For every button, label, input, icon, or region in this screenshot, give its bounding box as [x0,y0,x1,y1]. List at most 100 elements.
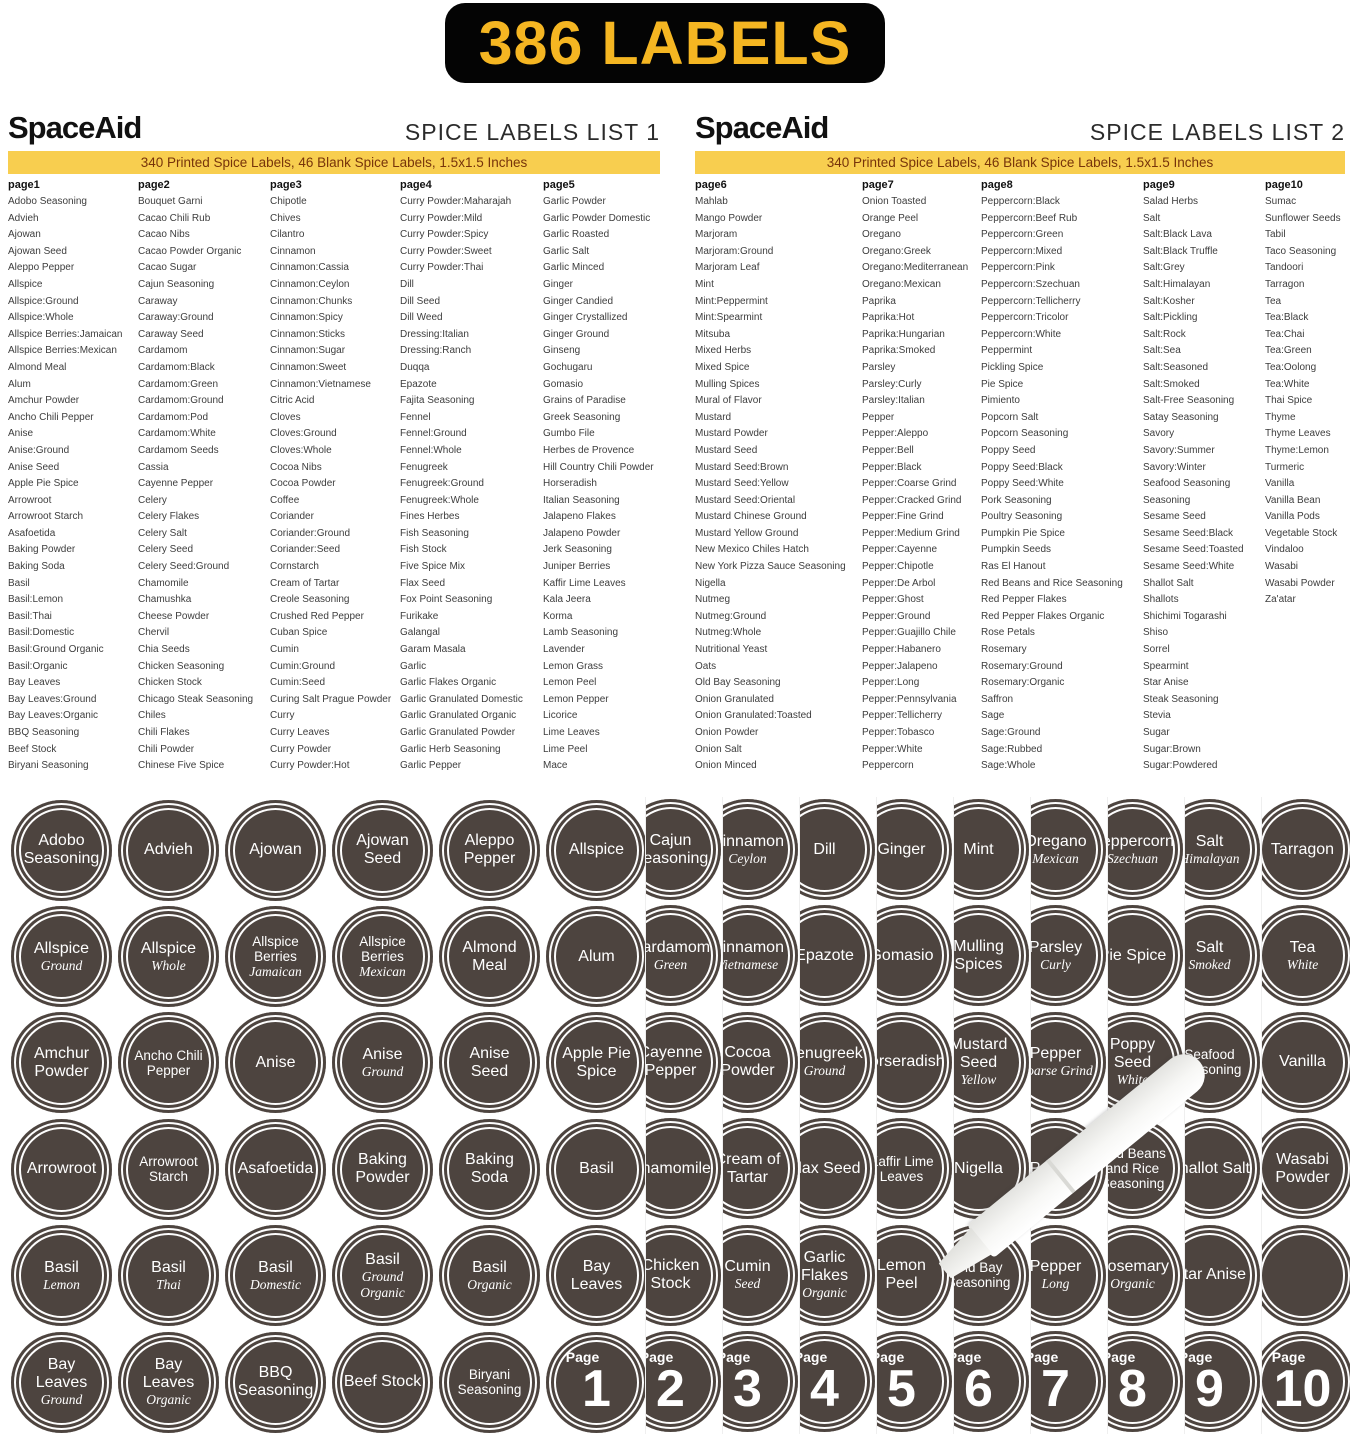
spice-list-item: Curry Powder [270,743,332,755]
spice-list-item: Popcorn Salt [981,411,1039,423]
spice-list-item: Celery [138,494,167,506]
label-name: Salt [1195,832,1224,850]
spice-column-page6: page6 Mahlab Mango Powder Marjoram Marjoram:… [695,178,862,775]
spice-list-item: Allspice Berries:Mexican [8,345,117,357]
spice-list-item: Oregano [862,229,901,241]
spice-list-item: Gumbo File [543,428,595,440]
spice-list-item: Old Bay Seasoning [695,677,781,689]
spice-list-item: Tea:Green [1265,345,1312,357]
spice-list-item: Red Pepper Flakes [981,594,1067,606]
column-header: page1 [8,179,40,191]
spice-column-page1: page1 Adobo Seasoning Advieh Ajowan Ajowan S… [8,178,138,775]
spice-list-item: Mint [695,278,714,290]
spice-list-item: Marjoram:Ground [695,245,774,257]
label-name: Gomasio [877,946,934,964]
spice-label-sticker: Ginger [877,799,952,900]
spice-list-item: Vindaloo [1265,544,1304,556]
spice-list-item: Chinese Five Spice [138,760,225,772]
spice-list-item: Basil:Ground Organic [8,644,104,656]
spice-list-item: Nutmeg:Whole [695,627,762,639]
spice-list-item: Peppercorn:White [981,328,1062,340]
spice-label-sticker: Cumin Seed [723,1224,798,1326]
spice-list-item: Anise [8,428,34,440]
spice-list-item: Fajita Seasoning [400,395,475,407]
page-number: 1 [582,1360,611,1419]
spice-label-sticker: Arrowroot [11,1118,112,1220]
spice-list-item: Vanilla Pods [1265,511,1320,523]
spice-list-item: Chicken Seasoning [138,660,225,672]
label-subtitle: White [1286,956,1319,972]
spice-label-sticker: PepperCoarse Grind [1031,1011,1106,1113]
spice-list-item: Curry [270,710,295,722]
spice-list-item: Salt:Seasoned [1143,361,1209,373]
spice-list-item: Chia Seeds [138,644,190,656]
spice-label-sticker: Aleppo Pepper [439,799,540,901]
spice-list-item: Peppercorn:Szechuan [981,278,1080,290]
label-name: Mulling Spices [953,937,1004,973]
spice-list-item: Cacao Powder Organic [138,245,242,257]
spice-list-item: Cinnamon:Sweet [270,361,347,373]
column-header: page3 [270,179,302,191]
spice-list-item: Cacao Nibs [138,229,190,241]
spice-list-item: Ras El Hanout [981,561,1046,573]
spice-list-item: Furikake [400,610,439,622]
page-number: 7 [1041,1359,1070,1418]
spice-list-item: Galangal [400,627,441,639]
label-name: Chicken Stock [645,1257,700,1293]
spice-label-sticker: Basil Lemon [11,1225,112,1327]
spice-list-item: Garlic Granulated Organic [400,710,517,722]
spice-list-item: Coriander:Seed [270,544,341,556]
label-subtitle: Organic [802,1285,847,1301]
label-subtitle: Szechuan [1107,850,1158,866]
spice-list-item: Mango Powder [695,212,763,224]
label-name: Basil [258,1258,293,1276]
spice-column-page4: page4 Curry Powder:Maharajah Curry Powder:… [400,178,543,775]
label-subtitle: Mexican [1032,850,1079,866]
spice-list-item: Allspice:Ground [8,295,79,307]
spice-list-item: Pepper:Cayenne [862,544,938,556]
spice-list-item: Apple Pie Spice [8,478,79,490]
spice-list-item: Thai Spice [1265,395,1313,407]
spice-list-item: Pepper:Coarse Grind [862,478,957,490]
spice-column-page3: page3 Chipotle Chives Cilantro Cinnamon Cinna… [270,178,400,775]
spice-list-item: Mint:Spearmint [695,312,763,324]
spice-label-sticker: Cream of Tartar [723,1118,798,1220]
spice-label-sticker: Ajowan Seed [332,799,433,901]
spice-label-sticker: PeppercornSzechuan [1107,799,1183,900]
spice-label-sticker: Dill [800,799,875,900]
spice-list-item: Mixed Spice [695,361,750,373]
spice-list-item: Mural of Flavor [695,395,762,407]
spice-list-item: Aleppo Pepper [8,262,75,274]
spice-list-item: Poultry Seasoning [981,511,1063,523]
spice-list-item: Flax Seed [400,577,446,589]
spice-list-item: Cinnamon:Cassia [270,262,349,274]
spice-list-item: Orange Peel [862,212,919,224]
spice-label-sticker: RosemaryOrganic [1107,1224,1183,1326]
label-name: Epazote [799,946,854,964]
label-name: Shallot Salt [1185,1159,1250,1177]
label-name: Rosemary [1107,1258,1169,1276]
spice-list-item: Tandoori [1265,262,1304,274]
label-name: Baking Soda [465,1151,514,1187]
spice-list-item: Taco Seasoning [1265,245,1337,257]
spice-label-sticker: Anise [225,1012,326,1114]
label-sheet-strip: Cajun Seasoning CardamomGreen Cayenne Pepp… [645,797,723,1434]
spice-label-sticker: Basil Organic [439,1225,540,1327]
spice-list-item: Chervil [138,627,170,639]
spice-label-sticker: FenugreekGround [800,1011,875,1113]
spice-list-item: Lavender [543,644,585,656]
spice-list-item: Pepper [862,411,895,423]
label-name: Adobo Seasoning [23,832,100,868]
spice-list-item: Cayenne Pepper [138,478,214,490]
spice-list-item: Peppermint [981,345,1033,357]
spice-list-item: Oregano:Mexican [862,278,941,290]
label-name: Parsley [1030,938,1083,956]
spice-list-item: Cardamom:Black [138,361,215,373]
column-header: page8 [981,179,1013,191]
spice-labels-list-1-panel: SpaceAid SPICE LABELS LIST 1 340 Printed… [8,100,660,775]
label-name: Horseradish [877,1053,945,1071]
spice-list-item: Cloves:Whole [270,444,332,456]
spice-list-item: Jalapeno Flakes [543,511,616,523]
spice-list-item: Pepper:Pennsylvania [862,693,957,705]
spice-list-item: Red Beans and Rice Seasoning [981,577,1123,589]
